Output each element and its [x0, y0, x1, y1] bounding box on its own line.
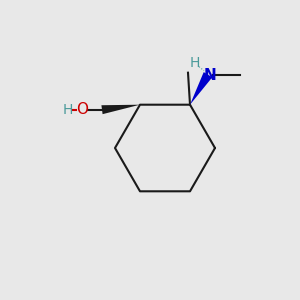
Text: N: N — [204, 68, 216, 83]
Polygon shape — [190, 72, 212, 105]
Text: H: H — [63, 103, 73, 117]
Polygon shape — [101, 105, 140, 114]
Text: O: O — [76, 102, 88, 117]
Text: H: H — [190, 56, 200, 70]
